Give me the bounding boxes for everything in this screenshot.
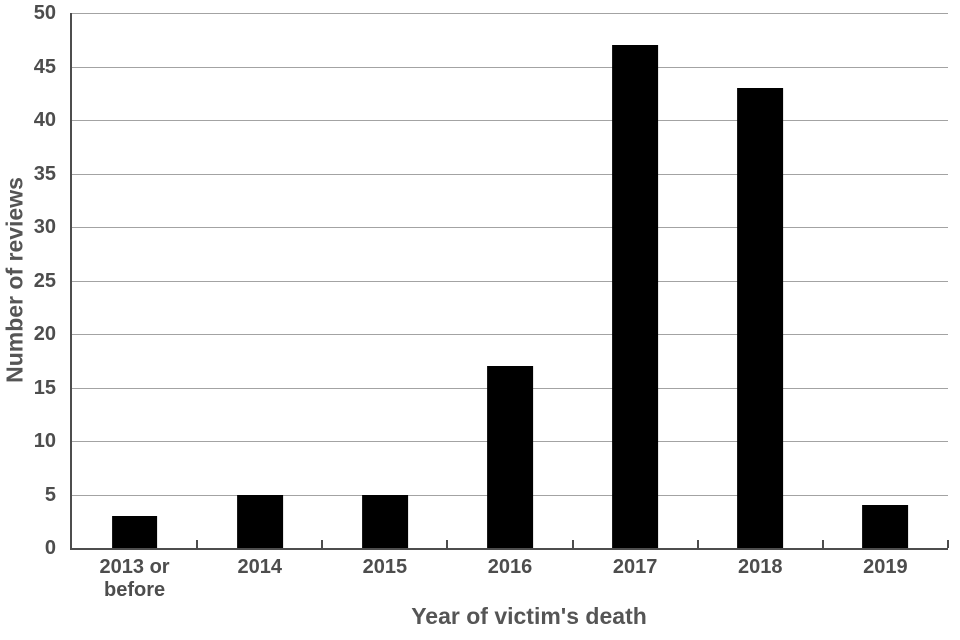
x-category-label: 2018 xyxy=(738,556,783,578)
x-category-label: 2017 xyxy=(612,556,658,578)
gridline xyxy=(72,66,948,68)
bar xyxy=(236,494,283,548)
y-tick-label: 30 xyxy=(33,216,56,238)
x-axis-tick xyxy=(821,540,824,548)
bar xyxy=(361,494,408,548)
x-category-label: 2013 or before xyxy=(99,556,170,601)
gridline xyxy=(72,173,948,175)
bar xyxy=(612,45,659,548)
x-axis-tick xyxy=(196,540,199,548)
y-tick-label: 25 xyxy=(33,269,56,292)
x-category-label: 2014 xyxy=(237,556,282,578)
gridline xyxy=(72,280,948,282)
bar xyxy=(737,87,784,548)
y-tick-label: 45 xyxy=(33,55,56,78)
x-axis-tick xyxy=(321,540,324,548)
y-tick-label: 50 xyxy=(33,2,56,24)
y-tick-label: 10 xyxy=(33,430,56,452)
x-category-label: 2016 xyxy=(487,556,533,578)
x-category-label: 2015 xyxy=(362,556,408,578)
gridline xyxy=(72,334,948,335)
x-axis-tick xyxy=(947,540,949,548)
plot-area xyxy=(70,13,949,550)
y-tick-label: 15 xyxy=(33,376,56,399)
gridline xyxy=(72,227,948,228)
bar xyxy=(111,515,158,548)
y-tick-label: 20 xyxy=(33,323,56,345)
bar xyxy=(862,505,909,548)
gridline xyxy=(72,13,948,14)
x-axis-tick xyxy=(571,540,574,548)
x-axis-title: Year of victim's death xyxy=(411,603,647,629)
x-axis-category-labels: 2013 or before 2014 2015 2016 2017 2018 2019 xyxy=(72,556,948,604)
x-axis-tick xyxy=(446,540,449,548)
y-axis-tick-labels: 0 5 10 15 20 25 30 35 40 45 50 xyxy=(0,3,56,558)
y-tick-label: 0 xyxy=(44,537,56,559)
y-tick-label: 5 xyxy=(44,483,56,506)
y-tick-label: 35 xyxy=(33,162,56,185)
x-category-label: 2019 xyxy=(863,556,908,578)
bar xyxy=(487,366,533,548)
x-axis-tick xyxy=(696,540,699,548)
y-tick-label: 40 xyxy=(33,109,56,131)
gridline xyxy=(72,120,948,121)
